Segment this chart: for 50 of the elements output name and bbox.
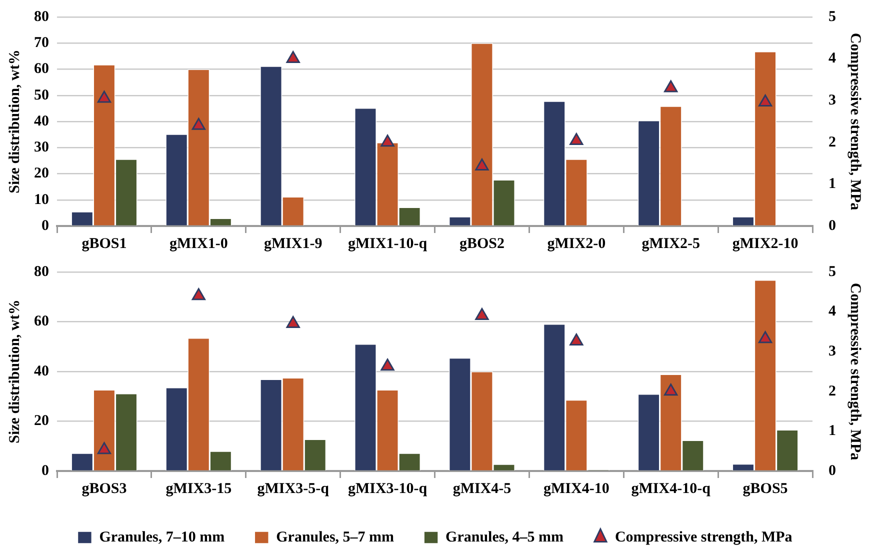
y2-tick-label: 4 bbox=[828, 50, 836, 67]
y-tick-label: 20 bbox=[34, 413, 49, 430]
y2-axis-title: Compressive strength, MPa bbox=[847, 282, 864, 461]
x-tick-label: gMIX3-10-q bbox=[348, 480, 428, 497]
x-tick-label: gMIX2-0 bbox=[547, 236, 606, 252]
y2-tick-label: 1 bbox=[828, 423, 836, 440]
x-tick-label: gBOS1 bbox=[82, 236, 127, 252]
y2-axis-title: Compressive strength, MPa bbox=[847, 32, 864, 211]
y-tick-label: 10 bbox=[34, 192, 49, 208]
y2-tick-label: 5 bbox=[828, 8, 836, 25]
y-tick-label: 60 bbox=[34, 314, 49, 330]
y2-tick-label: 0 bbox=[828, 462, 836, 479]
x-tick-label: gMIX2-10 bbox=[732, 236, 798, 252]
x-tick-label: gBOS5 bbox=[742, 480, 788, 497]
y2-tick-label: 2 bbox=[828, 383, 836, 400]
y-tick-label: 80 bbox=[34, 264, 49, 280]
y2-tick-label: 5 bbox=[828, 264, 836, 280]
x-tick-label: gMIX4-10 bbox=[543, 480, 610, 497]
y-tick-label: 80 bbox=[34, 8, 49, 25]
legend-label: Granules, 7–10 mm bbox=[99, 529, 226, 546]
y2-tick-label: 0 bbox=[828, 218, 836, 234]
legend-label: Granules, 4–5 mm bbox=[446, 529, 564, 546]
y2-tick-label: 1 bbox=[828, 176, 836, 192]
x-tick-label: gBOS3 bbox=[82, 480, 127, 497]
y-tick-label: 30 bbox=[34, 140, 49, 156]
y-tick-label: 20 bbox=[34, 166, 49, 182]
x-tick-label: gMIX1-9 bbox=[264, 236, 322, 252]
y-tick-label: 50 bbox=[34, 87, 49, 104]
y-tick-label: 70 bbox=[34, 35, 49, 51]
x-tick-label: gBOS2 bbox=[459, 236, 504, 252]
x-tick-label: gMIX3-15 bbox=[166, 480, 232, 497]
x-tick-label: gMIX4-5 bbox=[452, 480, 512, 497]
y-tick-label: 40 bbox=[34, 113, 49, 130]
legend-label: Compressive strength, MPa bbox=[614, 529, 793, 546]
y-tick-label: 60 bbox=[34, 61, 49, 78]
y-tick-label: 40 bbox=[34, 363, 49, 380]
x-tick-label: gMIX1-10-q bbox=[348, 236, 428, 252]
y2-tick-label: 2 bbox=[828, 134, 836, 150]
y-axis-title: Size distribution, wt% bbox=[6, 300, 23, 444]
y2-tick-label: 3 bbox=[828, 92, 836, 108]
x-tick-label: gMIX2-5 bbox=[642, 236, 700, 252]
x-tick-label: gMIX3-5-q bbox=[257, 480, 330, 497]
y-tick-label: 0 bbox=[42, 218, 49, 234]
x-tick-label: gMIX1-0 bbox=[169, 236, 228, 252]
legend-label: Granules, 5–7 mm bbox=[276, 529, 395, 546]
y-tick-label: 0 bbox=[42, 462, 49, 479]
y2-tick-label: 4 bbox=[828, 304, 836, 320]
x-tick-label: gMIX4-10-q bbox=[631, 480, 712, 497]
y2-tick-label: 3 bbox=[828, 343, 836, 360]
y-axis-title: Size distribution, wt% bbox=[6, 50, 23, 194]
